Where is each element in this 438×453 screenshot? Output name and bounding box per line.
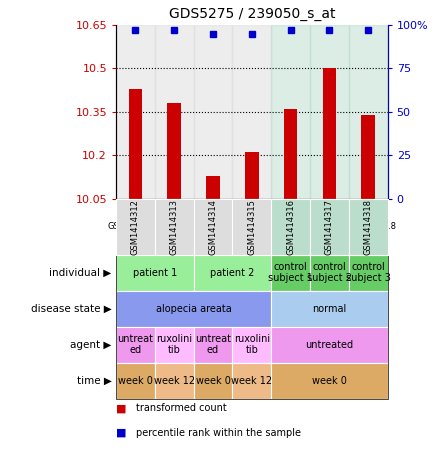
Text: patient 1: patient 1 <box>133 268 177 278</box>
Bar <box>129 89 142 199</box>
Bar <box>155 327 194 363</box>
Bar <box>271 199 310 255</box>
Bar <box>310 25 349 199</box>
Bar <box>194 199 233 255</box>
Bar <box>194 363 233 399</box>
Bar <box>233 327 271 363</box>
Text: GSM1414314: GSM1414314 <box>185 222 241 231</box>
Bar <box>349 255 388 291</box>
Bar <box>349 25 388 199</box>
Bar <box>116 327 155 363</box>
Bar <box>245 152 258 199</box>
Bar <box>167 103 181 199</box>
Bar <box>116 199 155 255</box>
Text: week 12: week 12 <box>231 376 272 386</box>
Text: ruxolini
tib: ruxolini tib <box>234 334 270 356</box>
Bar <box>323 68 336 199</box>
Text: time ▶: time ▶ <box>77 376 112 386</box>
Text: GSM1414316: GSM1414316 <box>286 199 295 255</box>
Text: GSM1414312: GSM1414312 <box>131 199 140 255</box>
Text: disease state ▶: disease state ▶ <box>31 304 112 313</box>
Text: week 0: week 0 <box>312 376 347 386</box>
Text: GSM1414318: GSM1414318 <box>340 222 396 231</box>
Bar <box>233 199 271 255</box>
Text: GSM1414316: GSM1414316 <box>263 222 318 231</box>
Bar <box>361 115 375 199</box>
Text: week 0: week 0 <box>118 376 153 386</box>
Text: GSM1414318: GSM1414318 <box>364 199 373 255</box>
Bar <box>155 25 194 199</box>
Bar <box>271 25 310 199</box>
Bar <box>116 199 155 255</box>
Text: GSM1414314: GSM1414314 <box>208 199 218 255</box>
Text: week 12: week 12 <box>154 376 195 386</box>
Text: untreat
ed: untreat ed <box>117 334 153 356</box>
Bar <box>349 199 388 255</box>
Text: GSM1414313: GSM1414313 <box>170 199 179 255</box>
Title: GDS5275 / 239050_s_at: GDS5275 / 239050_s_at <box>169 7 335 21</box>
Bar <box>310 199 349 255</box>
Text: patient 2: patient 2 <box>210 268 254 278</box>
Bar <box>349 199 388 255</box>
Text: control
subject 1: control subject 1 <box>268 262 313 284</box>
Text: GSM1414312: GSM1414312 <box>108 222 163 231</box>
Bar <box>116 25 155 199</box>
Bar <box>206 175 220 199</box>
Bar <box>155 199 194 255</box>
Bar <box>194 255 271 291</box>
Bar <box>233 199 271 255</box>
Text: GSM1414315: GSM1414315 <box>224 222 280 231</box>
Bar <box>116 255 194 291</box>
Text: GSM1414313: GSM1414313 <box>146 222 202 231</box>
Bar <box>116 291 271 327</box>
Text: ■: ■ <box>116 403 127 413</box>
Bar <box>271 291 388 327</box>
Text: agent ▶: agent ▶ <box>71 340 112 350</box>
Text: control
subject 2: control subject 2 <box>307 262 352 284</box>
Bar <box>194 25 233 199</box>
Bar <box>194 199 233 255</box>
Bar <box>155 199 194 255</box>
Text: individual ▶: individual ▶ <box>49 268 112 278</box>
Bar <box>310 255 349 291</box>
Text: GSM1414315: GSM1414315 <box>247 199 256 255</box>
Bar <box>271 255 310 291</box>
Text: control
subject 3: control subject 3 <box>346 262 391 284</box>
Text: GSM1414317: GSM1414317 <box>325 199 334 255</box>
Text: alopecia areata: alopecia areata <box>156 304 232 313</box>
Text: week 0: week 0 <box>196 376 230 386</box>
Bar <box>194 327 233 363</box>
Bar <box>233 363 271 399</box>
Bar <box>271 363 388 399</box>
Bar <box>116 363 155 399</box>
Text: percentile rank within the sample: percentile rank within the sample <box>136 428 301 438</box>
Text: GSM1414317: GSM1414317 <box>301 222 357 231</box>
Text: normal: normal <box>312 304 346 313</box>
Text: untreated: untreated <box>305 340 353 350</box>
Bar <box>233 25 271 199</box>
Bar <box>271 327 388 363</box>
Text: transformed count: transformed count <box>136 403 226 413</box>
Bar <box>284 109 297 199</box>
Text: ■: ■ <box>116 428 127 438</box>
Bar <box>310 199 349 255</box>
Bar <box>155 363 194 399</box>
Bar <box>271 199 310 255</box>
Text: ruxolini
tib: ruxolini tib <box>156 334 192 356</box>
Text: untreat
ed: untreat ed <box>195 334 231 356</box>
